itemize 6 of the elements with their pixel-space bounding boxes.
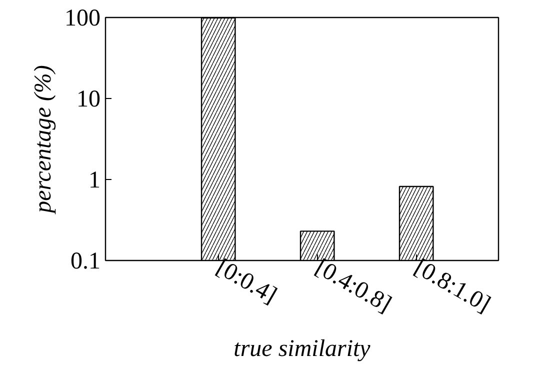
y-tick-label: 0.1 xyxy=(70,248,100,274)
y-axis-title: percentage (%) xyxy=(30,65,56,215)
y-tick-label: 100 xyxy=(64,6,100,32)
y-tick-label: 1 xyxy=(88,168,100,194)
x-axis-title: true similarity xyxy=(234,336,371,362)
y-tick-label: 10 xyxy=(76,86,100,112)
